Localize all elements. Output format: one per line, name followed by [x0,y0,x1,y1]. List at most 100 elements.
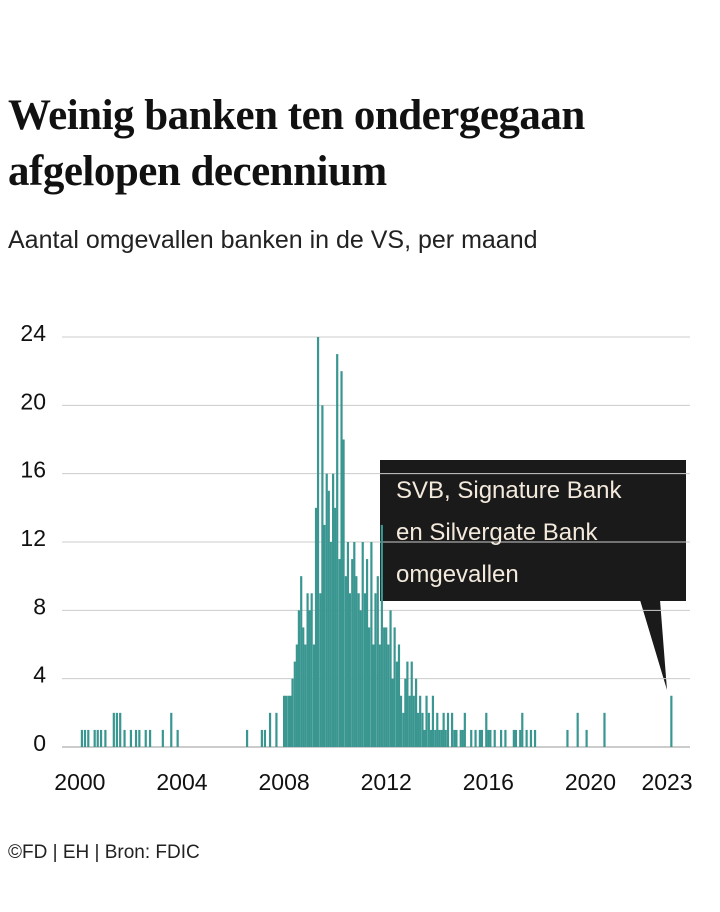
bar [389,610,392,747]
bar [138,729,141,747]
bar [404,678,407,747]
bar [291,678,294,747]
annotation-text: en Silvergate Bank [396,519,598,546]
bar [312,644,316,747]
bar [519,729,522,747]
bar [245,729,249,747]
x-tick-label: 2016 [463,769,514,795]
bar [170,712,173,747]
bar [429,729,432,747]
bar [391,678,394,747]
bar [455,729,458,747]
bar [365,559,369,747]
bar [295,644,298,747]
bar [134,729,138,747]
bar [306,593,309,747]
annotation-box [380,460,686,601]
bar [275,712,278,747]
bar [351,559,354,747]
bar [470,729,473,747]
bar [285,695,288,747]
chart-title: Weinig banken ten ondergegaan afgelopen … [8,92,585,195]
bar [585,729,588,747]
bar [450,712,454,747]
bar [80,729,84,747]
bar [385,627,388,747]
bar [314,507,318,747]
bar [293,661,296,747]
bar [425,695,428,747]
source: ©FD | EH | Bron: FDIC [8,842,200,863]
bar [340,371,343,747]
bar [368,627,371,747]
bar [414,678,418,747]
bar [361,542,364,747]
chart: 0 4 8 12 16 20 24 2000 2004 2008 2012 2016 2020 2023 S… [20,320,692,795]
bar [380,524,383,747]
bar [87,729,90,747]
bar [148,729,152,747]
bar [512,729,515,747]
x-tick-label: 2020 [565,769,616,795]
bar [321,405,324,747]
bar [446,712,450,747]
y-tick-label: 16 [20,457,46,483]
bar [514,729,517,747]
annotation-text: omgevallen [396,561,519,588]
bar [504,729,507,747]
bar [378,644,381,747]
bar [346,542,350,747]
y-tick-label: 8 [33,593,46,619]
annotation-text: SVB, Signature Bank [396,477,622,504]
x-tick-label: 2012 [361,769,412,795]
bar [529,729,533,747]
bar [480,729,484,747]
chart-subtitle: Aantal omgevallen banken in de VS, per m… [8,226,538,254]
bar [521,712,524,747]
bar [83,729,87,747]
bar [499,729,503,747]
bar [268,712,272,747]
bar [325,473,328,747]
bar [374,593,377,747]
bar [463,712,466,747]
bar [438,729,441,747]
bar [357,593,360,747]
bar [308,610,311,747]
bar [387,644,390,747]
bar [99,729,103,747]
bar [485,712,488,747]
bar [355,576,358,747]
bar [408,695,411,747]
bar [338,559,341,747]
bar [344,576,347,747]
x-tick-label: 2004 [156,769,207,795]
y-tick-label: 20 [20,388,46,414]
bar [370,542,373,747]
bar [399,695,403,747]
bar [319,593,322,747]
bar [423,729,426,747]
bar [442,712,445,747]
bar [461,729,464,747]
bar [329,542,332,747]
bar [323,524,326,747]
bar [603,712,606,747]
bar [282,695,286,747]
bar [96,729,99,747]
bar [334,507,337,747]
bar [412,695,415,747]
bar [359,610,362,747]
bar [304,644,307,747]
bar [353,542,356,747]
bar [478,729,482,747]
bar [393,627,396,747]
bar [474,729,477,747]
bar [302,627,305,747]
bar [129,729,133,747]
bar [123,729,126,747]
bar [434,729,437,747]
bar [566,729,569,747]
bar [332,473,335,747]
